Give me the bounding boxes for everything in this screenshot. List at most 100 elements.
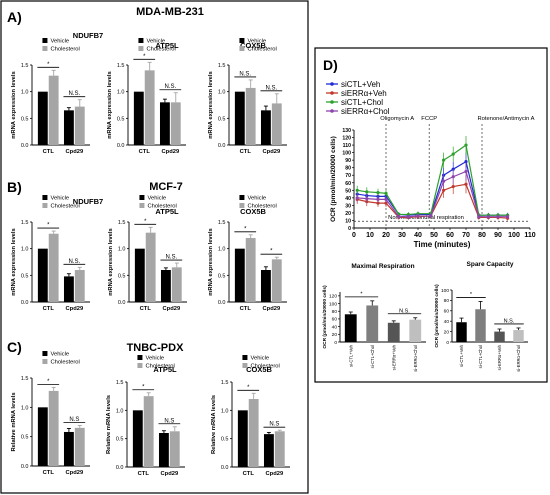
- bar-cholesterol: [271, 259, 282, 302]
- bar-vehicle: [63, 276, 74, 302]
- category-label: si-CTL+Veh: [459, 344, 464, 367]
- annotation-non-mito: Non-mitochondrial respiration: [388, 215, 464, 221]
- legend-swatch: [242, 355, 248, 360]
- bar-vehicle: [132, 410, 143, 467]
- legend-marker: [330, 91, 334, 95]
- legend-label: Vehicle: [50, 39, 69, 45]
- x-tick-label: 110: [524, 232, 535, 239]
- series-point: [365, 190, 369, 194]
- y-tick-label: 0.5: [118, 273, 126, 279]
- series-point: [355, 188, 359, 192]
- category-label: CTL: [240, 306, 252, 312]
- legend-swatch: [42, 351, 48, 356]
- series-point: [442, 188, 446, 192]
- significance-label: N.S.: [266, 85, 278, 91]
- x-tick-label: 80: [478, 232, 486, 239]
- category-label: Cpd29: [65, 306, 83, 312]
- bar-cholesterol: [248, 399, 259, 467]
- y-tick-label: 0: [348, 226, 351, 232]
- significance-label: *: [270, 249, 273, 255]
- bar: [456, 322, 467, 342]
- bar-cholesterol: [48, 390, 59, 466]
- significance-label: *: [47, 379, 50, 385]
- category-label: CTL: [43, 470, 55, 476]
- series-point: [451, 175, 455, 179]
- x-tick-label: 60: [446, 232, 454, 239]
- bar-cholesterol: [170, 102, 181, 145]
- y-tick-label: 1.5: [117, 63, 125, 69]
- panel-a-letter: A): [7, 9, 22, 25]
- bar: [409, 319, 422, 342]
- bar-cholesterol: [48, 233, 59, 302]
- series-point: [442, 158, 446, 162]
- bar: [344, 314, 357, 342]
- legend-swatch: [239, 195, 245, 200]
- y-tick-label: 100: [342, 151, 351, 157]
- panel-a-title: MDA-MB-231: [136, 6, 204, 18]
- significance-label: N.S.: [504, 318, 515, 324]
- y-tick-label: 50: [345, 188, 351, 194]
- legend-marker: [330, 100, 334, 104]
- panel-c-letter: C): [7, 339, 22, 355]
- x-tick-label: 70: [462, 232, 470, 239]
- y-axis-label: OCR (pmol/min/20000 cells): [434, 284, 440, 348]
- category-label: si-CTL+Veh: [348, 344, 353, 367]
- y-tick-label: 0.5: [21, 116, 29, 122]
- bar-cholesterol: [48, 75, 59, 145]
- series-point: [406, 212, 410, 217]
- legend-swatch: [242, 363, 248, 368]
- charts-layer: NDUFB7 0.0 0.5 1.0 1.5 mRNA expression levels…: [11, 31, 536, 477]
- panel-b-title: MCF-7: [149, 181, 183, 193]
- category-label: si-CTL+Chol: [478, 345, 483, 368]
- category-label: si-ERRα+Chol: [413, 345, 418, 372]
- bar-cholesterol: [245, 238, 256, 302]
- y-tick-label: 0.0: [21, 300, 29, 306]
- category-label: Cpd29: [160, 471, 178, 477]
- significance-label: *: [244, 226, 247, 232]
- x-tick-label: 50: [430, 232, 438, 239]
- series-point: [464, 182, 468, 186]
- bar-cholesterol: [245, 87, 256, 145]
- y-tick-label: 0.0: [218, 143, 226, 149]
- x-tick-label: 90: [494, 232, 502, 239]
- y-tick-label: 0.0: [118, 300, 126, 306]
- bar-vehicle: [37, 91, 48, 145]
- significance-label: N.S.: [399, 308, 410, 314]
- legend-swatch: [139, 203, 145, 208]
- significance-label: N.S: [164, 418, 174, 424]
- y-axis-label: Relative mRNA levels: [211, 395, 217, 454]
- x-tick-label: 20: [382, 232, 390, 239]
- legend-swatch: [239, 203, 245, 208]
- legend-swatch: [239, 38, 245, 43]
- y-tick-label: 0: [446, 340, 449, 346]
- legend-marker: [330, 109, 334, 113]
- y-axis-label: mRNA expression levels: [108, 228, 114, 295]
- bar-cholesterol: [145, 232, 156, 302]
- y-tick-label: 100: [329, 301, 337, 307]
- legend-label: siERRα+Veh: [341, 89, 387, 98]
- bar-vehicle: [237, 410, 248, 467]
- y-tick-label: 0.5: [221, 437, 229, 443]
- bar-cholesterol: [171, 267, 182, 302]
- x-tick-label: 10: [366, 232, 374, 239]
- significance-label: N.S.: [239, 71, 251, 77]
- category-label: CTL: [43, 149, 55, 155]
- bar-vehicle: [263, 434, 274, 467]
- bar-chart-A3: COX5B 0.0 0.5 1.0 1.5 mRNA expression levels C…: [208, 38, 287, 155]
- legend-label: Cholesterol: [50, 360, 79, 366]
- chart-title: COX5B: [246, 365, 272, 374]
- bar-vehicle: [260, 270, 271, 302]
- y-tick-label: 1.5: [21, 63, 29, 69]
- significance-label: *: [144, 219, 147, 225]
- y-tick-label: 70: [345, 173, 351, 179]
- y-tick-label: 0.0: [218, 300, 226, 306]
- bar-vehicle: [133, 91, 144, 145]
- series-point: [486, 215, 490, 219]
- legend-label: Cholesterol: [50, 204, 79, 210]
- y-tick-label: 90: [345, 158, 351, 164]
- legend-label: Vehicle: [146, 39, 165, 45]
- series-point: [464, 160, 468, 164]
- y-tick-label: 1.0: [21, 247, 29, 253]
- bar: [513, 330, 524, 342]
